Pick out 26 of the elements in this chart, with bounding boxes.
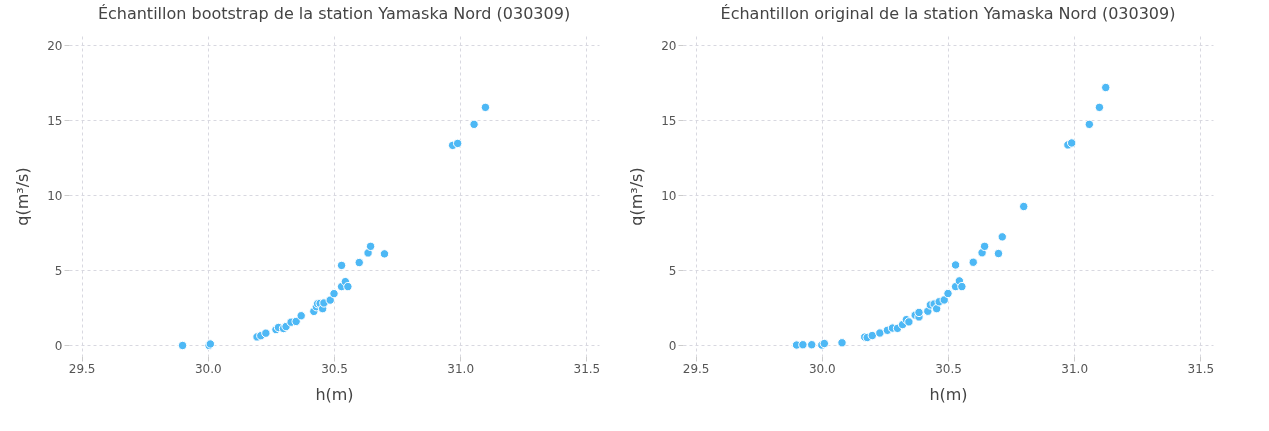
y-tick-label: 15	[661, 113, 677, 128]
chart-title: Échantillon original de la station Yamaska Nord (030309)	[720, 4, 1176, 23]
x-tick-label: 31.0	[447, 361, 475, 376]
y-axis-title: q(m³/s)	[13, 167, 33, 226]
y-tick-label: 10	[661, 188, 677, 203]
y-tick-label: 5	[54, 263, 63, 278]
y-tick-label: 5	[668, 263, 677, 278]
y-tick-label: 0	[668, 338, 677, 353]
y-tick-label: 0	[54, 338, 63, 353]
x-axis-title: h(m)	[315, 384, 354, 404]
y-tick-label: 15	[47, 113, 63, 128]
x-tick-label: 31.0	[1061, 361, 1089, 376]
x-tick-label: 30.5	[935, 361, 962, 376]
x-tick-label: 30.0	[194, 361, 222, 376]
y-tick-label: 20	[661, 38, 677, 53]
y-axis-title: q(m³/s)	[627, 167, 647, 226]
x-axis-title: h(m)	[929, 384, 968, 404]
y-tick-label: 20	[47, 38, 63, 53]
x-tick-label: 29.5	[68, 361, 96, 376]
y-tick-label: 10	[47, 188, 63, 203]
x-tick-label: 30.5	[321, 361, 348, 376]
x-tick-label: 30.0	[808, 361, 836, 376]
x-tick-label: 31.5	[573, 361, 601, 376]
x-tick-label: 29.5	[682, 361, 710, 376]
chart-title: Échantillon bootstrap de la station Yamaska Nord (030309)	[97, 4, 571, 23]
x-tick-label: 31.5	[1187, 361, 1215, 376]
